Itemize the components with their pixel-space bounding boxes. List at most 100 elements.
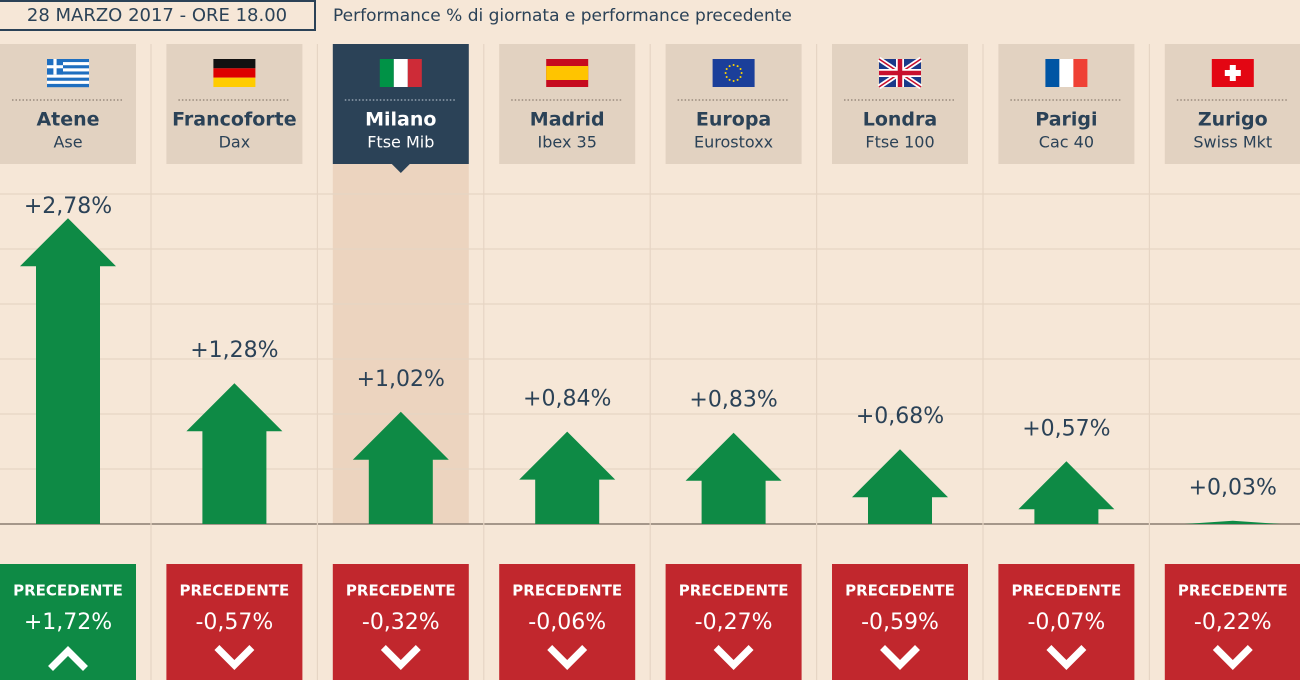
flag-part: [725, 76, 728, 78]
index-label: Dax: [219, 133, 251, 152]
flag-part: [47, 77, 89, 81]
chart-subtitle: Performance % di giornata e performance …: [333, 6, 792, 26]
previous-title: PRECEDENTE: [1012, 582, 1122, 600]
flag-part: [213, 77, 256, 87]
flag-part: [732, 80, 735, 82]
value-label: +1,28%: [190, 338, 278, 363]
flag-part: [379, 59, 394, 87]
flag-part: [47, 80, 89, 85]
flag-part: [53, 59, 57, 75]
flag: [712, 59, 755, 87]
index-label: Cac 40: [1039, 133, 1094, 152]
arrow-bar: [1184, 520, 1281, 524]
flag-part: [47, 62, 89, 66]
previous-value: -0,32%: [362, 610, 440, 635]
flag-part: [47, 83, 89, 88]
flag-part: [213, 59, 256, 69]
flag: [47, 59, 89, 88]
index-label: Ibex 35: [538, 133, 597, 152]
previous-title: PRECEDENTE: [13, 582, 123, 600]
flag-part: [1059, 59, 1074, 87]
previous-chevron: [880, 645, 920, 670]
arrow-bar: [20, 218, 116, 524]
flag-part: [47, 74, 89, 78]
previous-chevron: [380, 645, 421, 670]
flag-part: [712, 59, 755, 87]
previous-title: PRECEDENTE: [180, 582, 290, 600]
previous-value: -0,07%: [1027, 610, 1105, 635]
flag-part: [393, 59, 408, 87]
flag-part: [546, 66, 589, 80]
previous-title: PRECEDENTE: [512, 582, 622, 600]
previous-value: -0,22%: [1194, 610, 1272, 635]
flag-part: [724, 72, 727, 74]
flag-part: [407, 59, 422, 87]
value-label: +0,03%: [1189, 476, 1277, 501]
index-label: Ftse 100: [865, 133, 934, 152]
chart-title: 28 MARZO 2017 - ORE 18.00: [27, 5, 287, 26]
index-label: Eurostoxx: [694, 133, 773, 152]
previous-value: -0,59%: [861, 610, 939, 635]
previous-value: -0,57%: [195, 610, 273, 635]
flag-part: [47, 65, 89, 69]
previous-box: [0, 564, 136, 680]
city-label: Europa: [696, 109, 771, 131]
flag-part: [728, 78, 731, 81]
index-label: Swiss Mkt: [1193, 133, 1272, 152]
flag: [213, 59, 256, 87]
city-label: Atene: [36, 109, 99, 131]
arrow-bar: [852, 449, 948, 524]
flag-part: [1045, 59, 1060, 87]
arrow-bar: [186, 383, 283, 524]
city-label: Milano: [365, 109, 436, 131]
value-label: +0,57%: [1022, 416, 1110, 441]
flag-part: [739, 68, 742, 70]
flag: [546, 59, 589, 87]
city-label: Francoforte: [172, 109, 296, 131]
previous-chevron: [214, 645, 255, 670]
index-label: Ase: [53, 133, 82, 152]
value-label: +2,78%: [24, 194, 112, 219]
city-label: Londra: [863, 109, 937, 131]
value-label: +0,68%: [856, 404, 944, 429]
flag-part: [1224, 70, 1241, 76]
flag-part: [728, 65, 731, 68]
previous-chevron: [547, 645, 588, 670]
city-label: Zurigo: [1198, 109, 1268, 131]
arrow-bar: [685, 432, 782, 524]
previous-title: PRECEDENTE: [679, 582, 789, 600]
flag-part: [47, 71, 89, 75]
city-label: Parigi: [1035, 109, 1097, 131]
previous-title: PRECEDENTE: [346, 582, 456, 600]
previous-title: PRECEDENTE: [1178, 582, 1288, 600]
index-label: Ftse Mib: [367, 133, 434, 152]
value-label: +0,84%: [523, 387, 611, 412]
flag: [877, 56, 923, 90]
flag-part: [736, 65, 739, 68]
previous-value: +1,72%: [24, 610, 112, 635]
flag-part: [879, 59, 921, 87]
flag-part: [725, 68, 728, 70]
flag-part: [47, 68, 89, 72]
arrow-bar: [1018, 461, 1115, 524]
previous-title: PRECEDENTE: [845, 582, 955, 600]
previous-value: -0,06%: [528, 610, 606, 635]
flag-part: [732, 64, 735, 66]
previous-chevron: [1212, 645, 1253, 670]
flag-part: [47, 59, 89, 63]
flag: [1211, 59, 1254, 87]
title-box: [0, 0, 316, 31]
arrow-bar: [352, 411, 449, 524]
city-label: Madrid: [530, 109, 605, 131]
flag-part: [1073, 59, 1088, 87]
previous-chevron: [48, 646, 88, 671]
flag-part: [739, 76, 742, 78]
value-label: +0,83%: [689, 388, 777, 413]
previous-chevron: [713, 645, 754, 670]
flag-part: [736, 78, 739, 81]
flag: [1045, 59, 1088, 87]
header-pointer: [391, 164, 410, 173]
flag-part: [213, 68, 256, 78]
previous-chevron: [1046, 645, 1087, 670]
